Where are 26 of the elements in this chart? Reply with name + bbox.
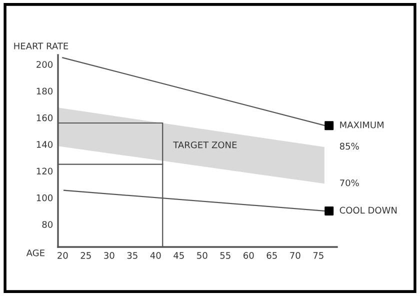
x-tick-label: 20 [58,252,68,259]
x-tick-label: 45 [174,252,184,259]
x-tick-label: 75 [313,252,324,259]
x-tick-label: 60 [244,252,254,259]
x-tick-label: 50 [197,252,208,259]
y-tick-label: 200 [36,61,53,68]
annotation: TARGET ZONE [173,141,237,148]
x-tick-label: 25 [80,252,91,259]
text: 70% [340,179,359,186]
y-axis-title: HEART RATE [14,42,68,50]
x-tick-label: 70 [290,252,300,259]
text: 85% [340,142,359,150]
series-label: COOL DOWN [340,206,397,214]
x-axis-title: AGE [26,249,44,256]
y-tick-label: 140 [36,141,53,148]
x-tick-label: 55 [220,252,230,259]
y-tick-label: 80 [42,221,53,228]
x-tick-label: 30 [104,252,114,259]
x-tick-label: 40 [150,252,161,259]
x-tick-label: 65 [266,252,277,259]
x-tick-label: 35 [127,252,138,259]
y-tick-label: 100 [36,194,53,202]
y-tick-label: 160 [36,114,53,122]
series-label: MAXIMUM [340,122,384,128]
y-tick-label: 180 [36,88,53,95]
y-tick-label: 120 [36,168,53,175]
